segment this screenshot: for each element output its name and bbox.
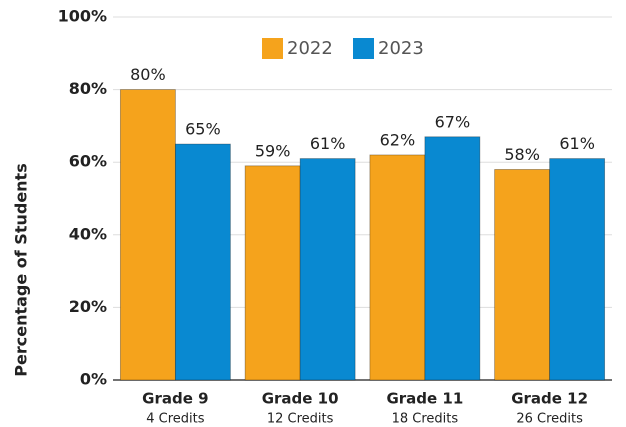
legend-swatch — [262, 38, 283, 59]
bar — [369, 154, 426, 381]
y-tick-label: 100% — [58, 7, 107, 26]
value-label: 61% — [559, 134, 595, 153]
value-label: 58% — [504, 145, 540, 164]
value-label: 67% — [435, 112, 471, 131]
x-tick-sublabel: 18 Credits — [392, 412, 459, 427]
x-tick-label: Grade 9 — [142, 390, 208, 408]
bar — [299, 158, 356, 381]
y-tick-label: 0% — [80, 370, 107, 389]
bar — [119, 89, 176, 381]
x-tick-sublabel: 4 Credits — [146, 412, 204, 427]
legend-swatch — [353, 38, 374, 59]
x-tick-sublabel: 26 Credits — [516, 412, 583, 427]
y-tick-label: 60% — [69, 152, 107, 171]
y-tick-label: 40% — [69, 224, 107, 243]
y-axis-label: Percentage of Students — [12, 163, 31, 376]
value-label: 61% — [310, 134, 346, 153]
bar — [549, 158, 606, 381]
x-tick-label: Grade 10 — [262, 390, 339, 408]
bar — [494, 169, 551, 381]
value-label: 65% — [185, 120, 221, 139]
x-tick-label: Grade 12 — [511, 390, 588, 408]
y-tick-label: 20% — [69, 297, 107, 316]
bar — [244, 165, 301, 381]
x-tick-sublabel: 12 Credits — [267, 412, 334, 427]
value-label: 80% — [130, 65, 166, 84]
value-label: 59% — [255, 141, 291, 160]
bar — [424, 136, 481, 381]
legend-label: 2023 — [378, 38, 424, 59]
y-tick-label: 80% — [69, 79, 107, 98]
x-tick-label: Grade 11 — [386, 390, 463, 408]
value-label: 62% — [380, 130, 416, 149]
bar — [174, 143, 231, 381]
legend-label: 2022 — [287, 38, 333, 59]
